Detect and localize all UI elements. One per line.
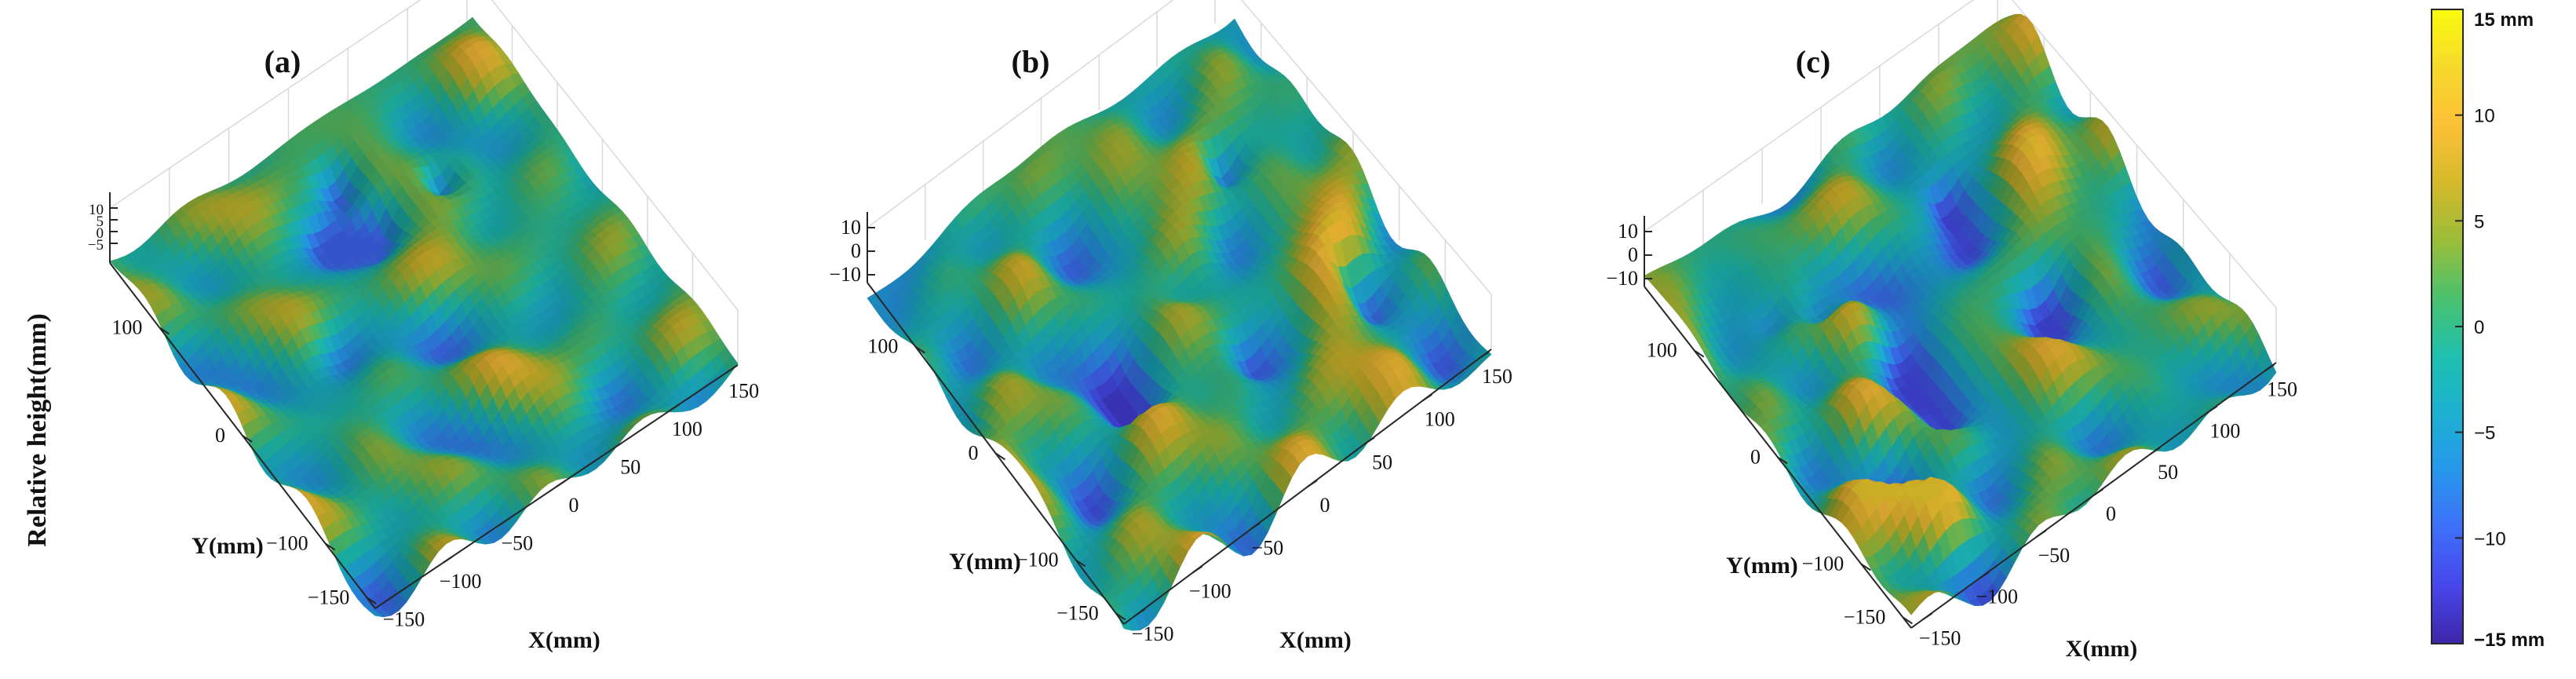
x-tick-label: 0 — [569, 494, 579, 517]
x-tick-label: 150 — [728, 380, 759, 403]
y-tick-label: 100 — [867, 335, 898, 358]
z-tick-label: 10 — [89, 202, 104, 218]
surface-panel-b: −150−100−50050100150−150−1000100100−10X(… — [829, 0, 1512, 653]
x-tick-label: −50 — [1252, 537, 1284, 560]
z-axis-label: Relative height(mm) — [23, 313, 52, 546]
z-tick-label: 0 — [97, 225, 104, 242]
y-tick-label: −150 — [308, 586, 350, 608]
z-tick-label: −10 — [1606, 267, 1638, 290]
panel-label: (c) — [1796, 44, 1830, 79]
surface-mesh — [867, 18, 1492, 631]
x-tick-label: 150 — [1482, 365, 1512, 388]
x-tick-label: −150 — [383, 608, 425, 630]
x-tick-label: 0 — [2106, 502, 2116, 525]
x-tick-label: 100 — [672, 418, 702, 440]
y-tick-label: 0 — [1750, 446, 1761, 469]
grid-lines — [1644, 0, 2277, 363]
x-axis-label: X(mm) — [1279, 627, 1352, 653]
surface-panel-a: −150−100−50050100150−150−10001001050−5X(… — [88, 0, 759, 653]
y-axis-label: Y(mm) — [192, 533, 264, 559]
panel-label: (a) — [265, 44, 301, 79]
grid-lines — [109, 0, 739, 365]
colorbar-tick-label: −5 — [2474, 423, 2495, 444]
y-tick-label: −100 — [266, 532, 308, 555]
y-tick-label: −150 — [1056, 601, 1099, 624]
x-tick-label: 50 — [2158, 461, 2178, 484]
colorbar-tick-label: 15 mm — [2474, 9, 2534, 31]
y-axis-label: Y(mm) — [949, 549, 1021, 575]
x-tick-label: 100 — [2209, 419, 2240, 442]
colorbar-tick-label: 5 — [2474, 211, 2484, 232]
x-tick-label: 100 — [1425, 408, 1455, 431]
x-tick-label: −100 — [1976, 586, 2018, 608]
y-axis-label: Y(mm) — [1726, 553, 1798, 579]
z-tick-label: −5 — [88, 237, 104, 254]
x-tick-label: −50 — [2038, 544, 2071, 567]
x-tick-label: 150 — [2267, 378, 2297, 401]
colorbar: 15 mm 10 5 0 −5 −10 −15 mm — [2431, 9, 2545, 651]
z-tick-label: −10 — [829, 263, 861, 286]
y-tick-label: 100 — [111, 316, 142, 339]
colorbar-tick-label: −15 mm — [2474, 630, 2545, 651]
y-tick-label: −100 — [1802, 552, 1844, 575]
x-axis-label: X(mm) — [2066, 636, 2138, 662]
x-tick-label: 0 — [1320, 494, 1330, 517]
z-tick-label: 10 — [841, 216, 861, 239]
x-axis-label: X(mm) — [528, 627, 600, 653]
y-tick-label: −150 — [1844, 605, 1886, 628]
y-tick-label: −100 — [1016, 548, 1059, 571]
colorbar-tick-label: 10 — [2474, 106, 2495, 127]
y-tick-label: 0 — [215, 424, 225, 447]
x-tick-label: −50 — [501, 531, 533, 554]
x-tick-label: −150 — [1919, 626, 1961, 649]
surface-mesh — [109, 16, 739, 618]
z-tick-label: 0 — [851, 239, 861, 262]
surface-panel-c: −150−100−50050100150−150−1000100100−10X(… — [1606, 0, 2297, 662]
x-tick-label: −100 — [1189, 579, 1231, 602]
panel-label: (b) — [1012, 44, 1050, 79]
x-tick-label: 50 — [620, 456, 640, 479]
colorbar-tick-label: −10 — [2474, 528, 2506, 549]
x-tick-label: −150 — [1132, 622, 1174, 645]
y-tick-label: 100 — [1647, 339, 1677, 362]
x-tick-label: −100 — [440, 570, 482, 593]
colorbar-tick-label: 0 — [2474, 317, 2484, 338]
x-tick-label: 50 — [1372, 451, 1392, 473]
z-tick-label: 5 — [97, 214, 104, 230]
z-tick-label: 10 — [1618, 220, 1638, 243]
surface-mesh — [1644, 13, 2277, 615]
y-tick-label: 0 — [969, 442, 979, 465]
z-tick-label: 0 — [1628, 243, 1638, 266]
